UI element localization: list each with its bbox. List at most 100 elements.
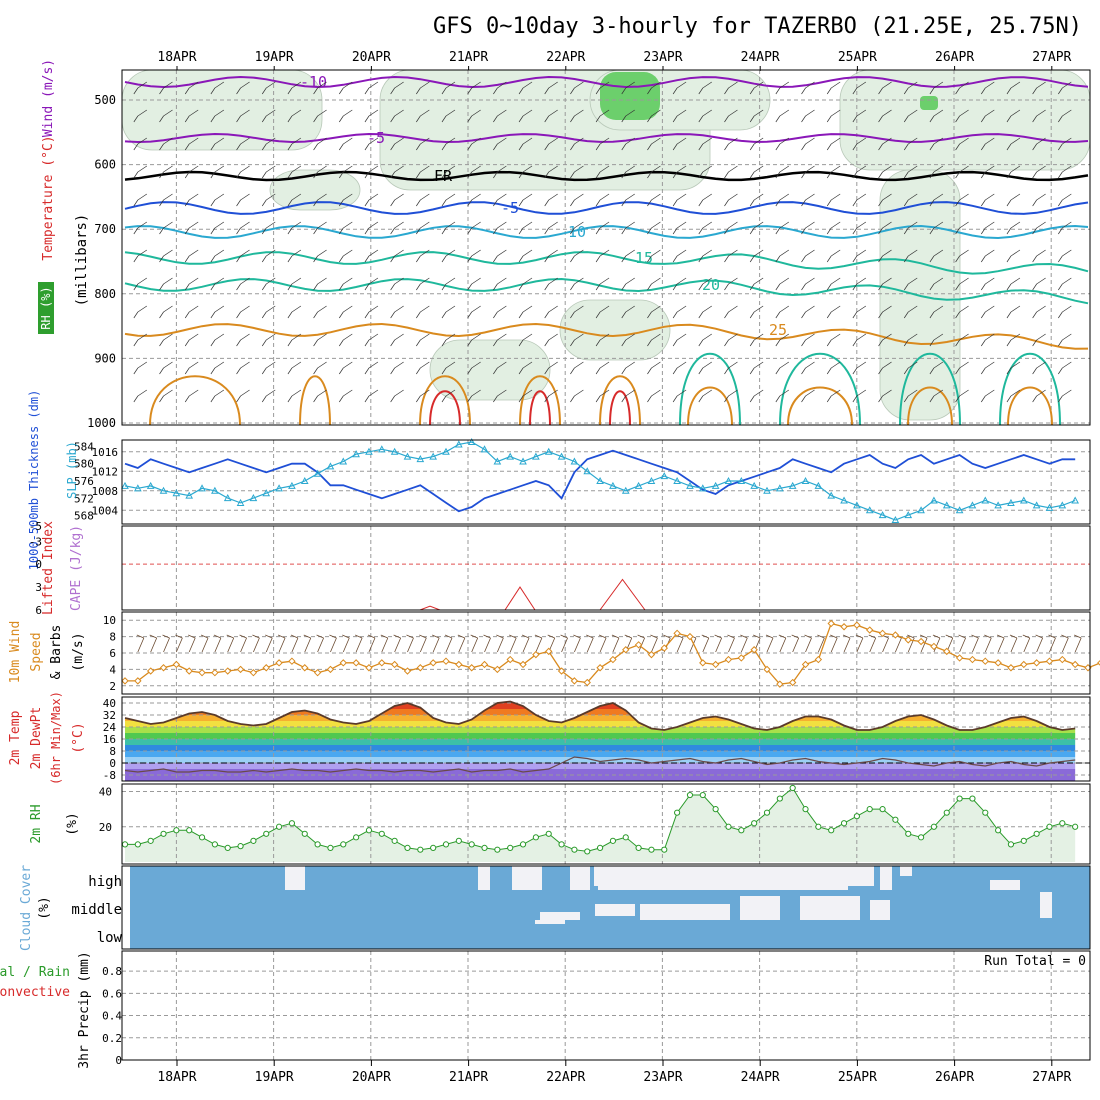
data-point [956,795,963,802]
wind-barb [724,137,738,151]
data-point [879,806,886,813]
data-point [1032,659,1041,667]
wind-barb [261,333,276,347]
wind-barb [457,634,466,653]
wind-barb [493,249,507,263]
wind-barb [647,137,661,151]
wind-barb [698,305,712,319]
wind-barb [984,634,992,653]
wind-barb [364,165,379,179]
wind-barb [313,109,327,123]
wind-barb [775,305,790,319]
wind-barb [544,333,558,347]
wind-barb [672,221,687,235]
data-point [892,816,899,823]
wind-barb [1009,634,1018,653]
wind-barb [570,137,584,151]
wind-barb [672,137,687,151]
wind-barb [441,305,456,319]
wind-barb [236,221,250,235]
wind-barb [749,221,764,235]
rh-legend-label: RH (%) [39,286,53,329]
wind-barb [236,137,250,151]
wind-barb [544,389,558,403]
wind-barb [338,361,353,375]
wind-barb [518,249,533,263]
date-label-bottom: 27APR [1032,1070,1071,1085]
wind-barb [801,361,815,375]
precip-tick: 0 [115,1054,122,1067]
data-point [301,830,308,837]
date-label-top: 27APR [1032,50,1071,65]
wind-barb [878,193,892,207]
wind-barb [261,305,276,319]
wind-barb [467,333,481,347]
wind-barb [416,361,430,375]
wind-barb [338,277,353,291]
data-point [917,506,925,514]
data-point [507,844,514,852]
wind-barb [749,193,764,207]
wind-barb [801,249,815,263]
wind-barb [955,193,969,207]
data-point [352,450,360,458]
data-point [313,469,322,477]
wind-barb [496,634,504,653]
slp-tick: 1016 [92,446,119,459]
wind-barb [621,109,635,123]
wind-barb [996,634,1005,653]
wind-barb [647,249,661,263]
wind-barb [724,193,738,207]
hot-contour [609,390,631,426]
wind10-frame [121,611,1091,695]
temp-band [125,751,1076,757]
wind-barb [518,109,533,123]
wind-barb [903,333,918,347]
warm-contour [907,386,953,426]
wind-barb [210,305,225,319]
data-point [1059,820,1066,827]
wind-barb [595,361,610,375]
wind-barb [261,249,276,263]
wind-barb [1006,221,1021,235]
lifted-index-line [504,586,536,611]
lifted-index-tick: -3 [29,535,42,548]
wind-barb [236,249,250,263]
wind-barb [826,137,841,151]
wind-barb [239,634,247,653]
wind-barb [1022,634,1031,653]
data-point [686,791,694,799]
wind-barb [544,81,558,95]
wind-barb [518,389,533,403]
data-point [737,654,746,662]
wind-barb [852,333,867,347]
wind-barb [467,165,481,179]
wind-barb [621,361,635,375]
wind-barb [364,193,379,207]
wind-barb [749,137,764,151]
wind-barb [441,81,456,95]
data-point [377,445,386,453]
wind-barb [544,109,558,123]
wind-barb [1032,109,1046,123]
data-point [429,452,438,460]
wind-barb [650,634,658,653]
wind-barb [903,249,918,263]
wind-barb [261,81,276,95]
data-point [390,660,399,669]
cloud-block [740,896,780,920]
data-point [660,644,668,652]
wind-barb [1032,305,1046,319]
lifted-index-tick: 0 [35,558,42,571]
data-point [146,667,155,675]
data-point [236,498,245,506]
thickness-axis-label: 1000-500mb Thickness (dm) [27,390,41,571]
isotherm-line [124,132,1089,144]
wind-barb [570,221,584,235]
wind-barb [929,193,944,207]
data-point [763,809,771,816]
wind-barb [1006,81,1021,95]
data-point [211,841,218,848]
thickness-tick: 580 [74,458,94,471]
data-point [840,496,848,504]
